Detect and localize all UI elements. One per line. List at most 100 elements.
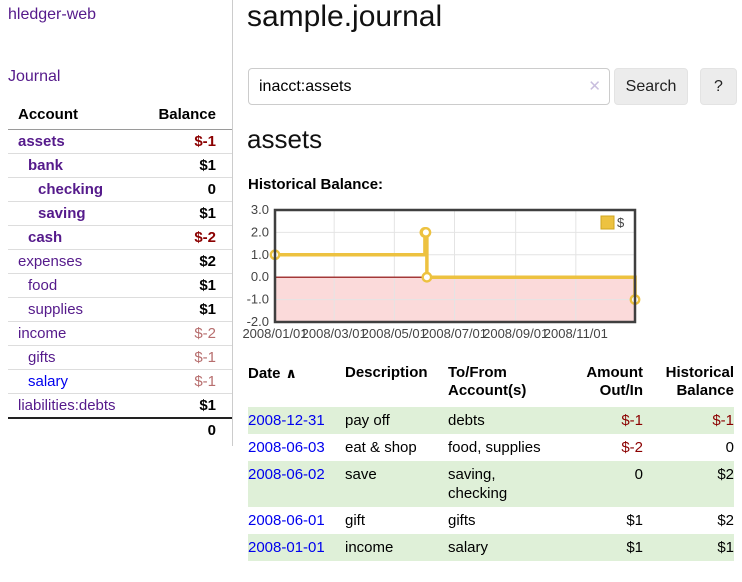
sort-asc-icon: ∧: [285, 365, 297, 381]
account-balance: $1: [134, 393, 232, 418]
help-button[interactable]: ?: [700, 68, 737, 105]
legend-swatch: [600, 215, 615, 230]
register-header-row: Date ∧ Description To/From Account(s) Amo…: [248, 364, 734, 407]
accounts-header-row: Account Balance: [8, 102, 232, 130]
transaction-accounts: food, supplies: [448, 439, 541, 456]
y-tick-label: -1.0: [247, 292, 269, 307]
y-tick-label: 0.0: [251, 269, 269, 284]
account-row: cash $-2: [8, 225, 232, 250]
register-col-account: To/From Account(s): [448, 364, 527, 399]
search-input[interactable]: [248, 68, 610, 105]
account-link-salary[interactable]: salary: [28, 373, 69, 390]
transaction-balance: $1: [717, 539, 734, 556]
sidebar-item-journal[interactable]: Journal: [8, 68, 61, 85]
account-link-liabilities-debts[interactable]: liabilities:debts: [18, 397, 116, 414]
account-row: expenses $2: [8, 249, 232, 274]
y-tick-label: 1.0: [251, 247, 269, 262]
account-link-gifts[interactable]: gifts: [28, 349, 56, 366]
account-balance: $-1: [134, 369, 232, 394]
transaction-date-link[interactable]: 2008-06-03: [248, 439, 325, 456]
account-balance: $2: [134, 249, 232, 274]
transaction-accounts: debts: [448, 412, 485, 429]
transaction-date-link[interactable]: 2008-12-31: [248, 412, 325, 429]
transaction-accounts: gifts: [448, 512, 476, 529]
search-button[interactable]: Search: [614, 68, 688, 105]
account-link-assets[interactable]: assets: [18, 133, 65, 150]
register-col-date[interactable]: Date ∧: [248, 365, 297, 382]
sidebar-divider: [232, 0, 233, 446]
transaction-amount: $1: [626, 539, 643, 556]
account-link-income[interactable]: income: [18, 325, 67, 342]
x-tick-label: 2008/05/01: [362, 326, 427, 341]
accounts-col-account: Account: [8, 102, 135, 130]
y-tick-label: 2.0: [251, 224, 269, 239]
chart-title: Historical Balance:: [248, 176, 384, 193]
search-box: ✕: [248, 68, 610, 105]
account-link-saving[interactable]: saving: [38, 205, 86, 222]
account-row: supplies $1: [8, 297, 232, 322]
account-link-cash[interactable]: cash: [28, 229, 63, 246]
transaction-description: pay off: [345, 412, 390, 429]
account-heading: assets: [247, 124, 323, 154]
account-row: liabilities:debts $1: [8, 393, 232, 418]
chart-legend: $: [600, 215, 625, 230]
legend-label: $: [617, 215, 625, 230]
transaction-balance: 0: [725, 439, 734, 456]
page-title: sample.journal: [247, 0, 443, 33]
transaction-amount: $1: [626, 512, 643, 529]
transaction-accounts: saving, checking: [448, 466, 508, 502]
balance-chart: $3.0 2.0 1.0 0.0 -1.0 -2.02008/01/012008/03/0…: [242, 203, 641, 341]
account-row: bank $1: [8, 153, 232, 178]
account-row: food $1: [8, 273, 232, 298]
x-tick-label: 2008/11/01: [544, 326, 608, 341]
transaction-balance: $2: [717, 512, 734, 529]
register-col-amount: Amount Out/In: [586, 364, 643, 399]
transaction-row: 2008-06-02 save saving, checking 0 $2: [248, 461, 734, 507]
y-tick-label: -2.0: [247, 314, 269, 329]
account-balance: $-1: [194, 133, 216, 150]
transaction-row: 2008-06-03 eat & shop food, supplies $-2 0: [248, 434, 734, 461]
x-tick-label: 2008/09/01: [483, 326, 548, 341]
transaction-amount: 0: [634, 466, 643, 483]
account-link-food[interactable]: food: [28, 277, 58, 294]
account-link-expenses[interactable]: expenses: [18, 253, 83, 270]
y-tick-label: 3.0: [251, 203, 269, 217]
register-col-description: Description: [345, 364, 428, 381]
account-balance: 0: [134, 177, 232, 202]
register-col-balance: Historical Balance: [665, 364, 734, 399]
account-balance: $-1: [134, 345, 232, 370]
account-row: gifts $-1: [8, 345, 232, 370]
account-link-checking[interactable]: checking: [38, 181, 104, 198]
clear-search-icon[interactable]: ✕: [588, 78, 601, 95]
account-balance: $1: [134, 153, 232, 178]
account-row: saving $1: [8, 201, 232, 226]
accounts-total-row: 0: [8, 417, 232, 442]
transaction-description: gift: [345, 512, 366, 529]
transaction-amount: $-2: [621, 439, 643, 456]
account-balance: $-2: [134, 321, 232, 346]
transaction-date-link[interactable]: 2008-06-01: [248, 512, 325, 529]
transaction-row: 2008-06-01 gift gifts $1 $2: [248, 507, 734, 534]
accounts-col-balance: Balance: [134, 102, 232, 130]
transaction-description: save: [345, 466, 377, 483]
brand-link[interactable]: hledger-web: [8, 6, 97, 23]
transaction-description: eat & shop: [345, 439, 417, 456]
account-link-supplies[interactable]: supplies: [28, 301, 84, 318]
accounts-table: Account Balance assets $-1 bank $1 checking 0…: [8, 102, 232, 442]
transaction-amount: $-1: [621, 412, 643, 429]
transaction-row: 2008-12-31 pay off debts $-1 $-1: [248, 407, 734, 434]
transaction-date-link[interactable]: 2008-06-02: [248, 466, 325, 483]
x-tick-label: 2008/03/01: [302, 326, 367, 341]
transaction-balance: $2: [717, 466, 734, 483]
account-row: checking 0: [8, 177, 232, 202]
x-tick-label: 2008/01/01: [242, 326, 307, 341]
transaction-accounts: salary: [448, 539, 489, 556]
transaction-date-link[interactable]: 2008-01-01: [248, 539, 325, 556]
account-balance: $1: [134, 201, 232, 226]
transaction-description: income: [345, 539, 394, 556]
accounts-total-value: 0: [134, 417, 232, 442]
account-row: assets $-1: [8, 130, 232, 154]
account-link-bank[interactable]: bank: [28, 157, 64, 174]
account-balance: $1: [134, 273, 232, 298]
transaction-row: 2008-01-01 income salary $1 $1: [248, 534, 734, 561]
